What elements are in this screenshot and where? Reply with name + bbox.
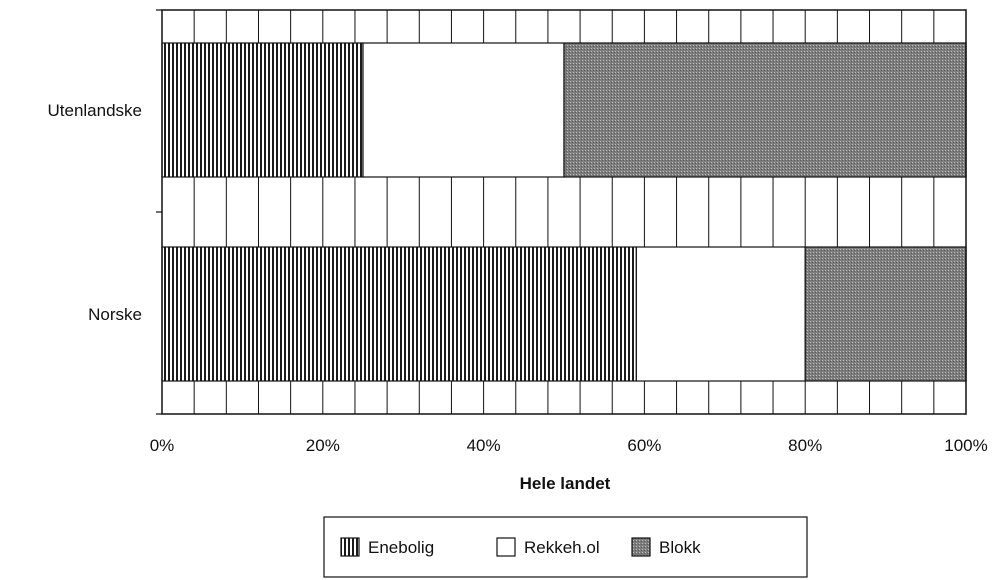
legend-swatch [631,537,651,557]
axes [156,9,967,415]
legend-swatch [340,537,360,557]
bar-blokk-norske [804,246,967,382]
legend-box [323,516,808,578]
x-axis-title: Hele landet [520,474,611,493]
x-tick-label: 100% [944,436,987,455]
x-tick-label: 0% [150,436,175,455]
bars [161,42,967,382]
x-tick-label: 20% [306,436,340,455]
bar-enebolig-utenlandske [161,42,364,178]
bar-rekkeh-ol-norske [635,246,806,382]
bar-blokk-utenlandske [563,42,967,178]
legend-label: Rekkeh.ol [524,538,600,557]
legend-label: Enebolig [368,538,434,557]
bar-enebolig-norske [161,246,637,382]
x-tick-label: 60% [627,436,661,455]
x-tick-label: 80% [788,436,822,455]
legend-swatch [496,537,516,557]
x-axis-tick-labels: 0% 20% 40% 60% 80% 100% [150,436,988,455]
bar-rekkeh-ol-utenlandske [362,42,565,178]
category-label: Norske [88,305,142,324]
legend-label: Blokk [659,538,701,557]
category-label: Utenlandske [47,101,142,120]
legend: Enebolig Rekkeh.ol Blokk [323,516,808,578]
x-tick-label: 40% [467,436,501,455]
y-axis-labels: Utenlandske Norske [47,101,142,324]
